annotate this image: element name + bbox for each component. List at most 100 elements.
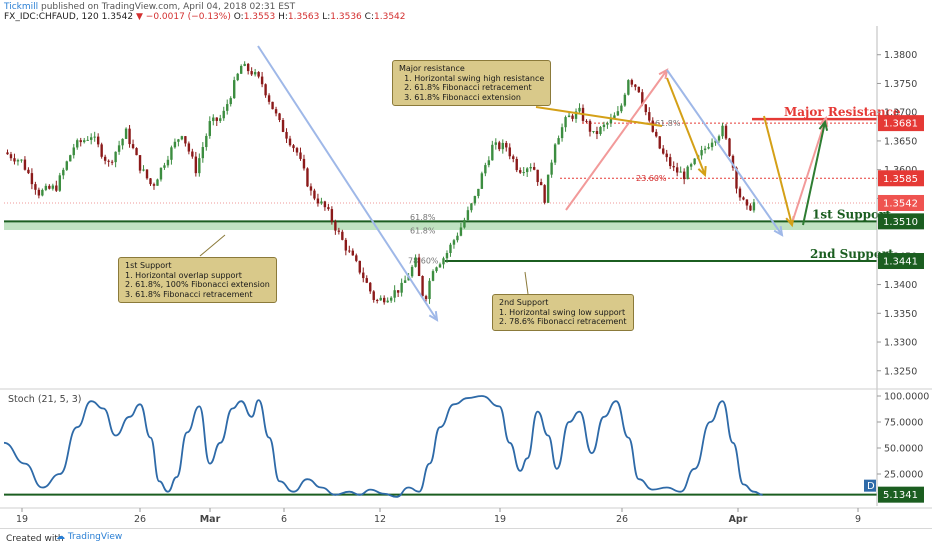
candle-body[interactable] bbox=[417, 257, 421, 277]
candle-body[interactable] bbox=[131, 144, 135, 149]
candle-body[interactable] bbox=[379, 297, 382, 301]
candle-body[interactable] bbox=[149, 178, 152, 185]
candle-body[interactable] bbox=[285, 131, 288, 139]
candle-body[interactable] bbox=[473, 196, 477, 204]
candle-body[interactable] bbox=[166, 159, 170, 166]
candle-body[interactable] bbox=[177, 139, 180, 142]
candle-body[interactable] bbox=[362, 272, 365, 279]
candle-body[interactable] bbox=[648, 112, 651, 121]
candle-body[interactable] bbox=[48, 185, 51, 189]
candle-body[interactable] bbox=[470, 203, 473, 211]
first-support-zone[interactable] bbox=[4, 221, 877, 230]
candle-body[interactable] bbox=[58, 175, 62, 191]
candle-body[interactable] bbox=[229, 98, 232, 105]
candle-body[interactable] bbox=[700, 150, 703, 156]
candle-body[interactable] bbox=[222, 110, 225, 119]
candle-body[interactable] bbox=[494, 142, 498, 145]
candle-body[interactable] bbox=[233, 80, 236, 99]
candle-body[interactable] bbox=[382, 297, 386, 303]
candle-body[interactable] bbox=[69, 155, 72, 162]
candle-body[interactable] bbox=[309, 186, 313, 191]
callout-first-support[interactable]: 1st Support 1. Horizontal overlap suppor… bbox=[118, 257, 277, 303]
candle-body[interactable] bbox=[334, 221, 337, 231]
candle-body[interactable] bbox=[257, 72, 260, 77]
candle-body[interactable] bbox=[682, 171, 686, 180]
candle-body[interactable] bbox=[686, 166, 689, 180]
candle-body[interactable] bbox=[519, 170, 522, 173]
candle-body[interactable] bbox=[571, 115, 574, 119]
gold-arrow-1[interactable] bbox=[666, 77, 707, 178]
candle-body[interactable] bbox=[330, 209, 334, 222]
candle-body[interactable] bbox=[536, 169, 539, 183]
candle-body[interactable] bbox=[288, 138, 292, 146]
candle-body[interactable] bbox=[208, 121, 211, 136]
candle-body[interactable] bbox=[215, 117, 218, 121]
candle-body[interactable] bbox=[592, 131, 595, 133]
stoch-d-badge-bg[interactable] bbox=[864, 479, 876, 492]
up-arrow-projection-green[interactable] bbox=[802, 119, 829, 226]
candle-body[interactable] bbox=[428, 280, 431, 299]
candle-body[interactable] bbox=[271, 101, 274, 110]
candle-body[interactable] bbox=[278, 113, 281, 121]
candle-body[interactable] bbox=[557, 138, 560, 145]
candle-body[interactable] bbox=[274, 109, 278, 114]
candle-body[interactable] bbox=[710, 142, 714, 148]
candle-body[interactable] bbox=[187, 143, 191, 152]
candle-body[interactable] bbox=[302, 158, 306, 169]
candle-body[interactable] bbox=[114, 151, 117, 163]
candle-body[interactable] bbox=[634, 84, 637, 87]
candle-body[interactable] bbox=[442, 258, 445, 265]
candle-body[interactable] bbox=[306, 168, 309, 187]
candle-body[interactable] bbox=[627, 80, 630, 95]
candle-body[interactable] bbox=[163, 165, 166, 168]
candle-body[interactable] bbox=[728, 138, 731, 156]
candle-body[interactable] bbox=[438, 264, 442, 268]
candle-body[interactable] bbox=[13, 158, 16, 162]
callout-second-support[interactable]: 2nd Support 1. Horizontal swing low supp… bbox=[492, 294, 634, 331]
candle-body[interactable] bbox=[414, 257, 417, 267]
candle-body[interactable] bbox=[539, 182, 543, 186]
down-arrow-april[interactable] bbox=[666, 69, 784, 237]
candle-body[interactable] bbox=[644, 104, 647, 113]
candle-body[interactable] bbox=[738, 188, 742, 198]
candle-body[interactable] bbox=[662, 148, 665, 154]
candle-body[interactable] bbox=[707, 147, 710, 149]
candle-body[interactable] bbox=[93, 136, 96, 138]
candle-body[interactable] bbox=[484, 165, 487, 174]
candle-body[interactable] bbox=[421, 276, 424, 297]
candle-body[interactable] bbox=[212, 117, 215, 122]
candle-body[interactable] bbox=[456, 235, 459, 241]
candle-body[interactable] bbox=[515, 158, 518, 171]
candle-body[interactable] bbox=[264, 84, 267, 96]
stoch-line[interactable] bbox=[3, 395, 763, 498]
candle-body[interactable] bbox=[466, 210, 470, 220]
candle-body[interactable] bbox=[348, 250, 351, 252]
candle-body[interactable] bbox=[588, 120, 592, 132]
price-pane[interactable]: 61.8% 61.8% 78.60% 23.60% 61.8% Major Resista… bbox=[4, 45, 901, 322]
candle-body[interactable] bbox=[463, 219, 466, 228]
candle-body[interactable] bbox=[30, 173, 34, 185]
candle-body[interactable] bbox=[23, 159, 27, 170]
candle-body[interactable] bbox=[250, 71, 253, 75]
candle-body[interactable] bbox=[749, 205, 752, 211]
candle-body[interactable] bbox=[396, 290, 400, 293]
candle-body[interactable] bbox=[669, 157, 672, 167]
candle-body[interactable] bbox=[658, 136, 661, 149]
candle-body[interactable] bbox=[689, 164, 693, 167]
candle-body[interactable] bbox=[703, 148, 707, 151]
candle-body[interactable] bbox=[180, 136, 184, 140]
candle-body[interactable] bbox=[27, 169, 30, 174]
candle-body[interactable] bbox=[191, 151, 194, 157]
candle-body[interactable] bbox=[435, 267, 438, 272]
candle-body[interactable] bbox=[110, 161, 114, 163]
candle-body[interactable] bbox=[675, 167, 679, 173]
candle-body[interactable] bbox=[393, 290, 396, 298]
candle-body[interactable] bbox=[96, 136, 100, 145]
candle-body[interactable] bbox=[243, 63, 246, 66]
candle-body[interactable] bbox=[595, 131, 599, 135]
candle-body[interactable] bbox=[564, 117, 567, 128]
candle-body[interactable] bbox=[253, 72, 257, 75]
candle-body[interactable] bbox=[198, 158, 201, 174]
candle-body[interactable] bbox=[107, 160, 110, 162]
candle-body[interactable] bbox=[477, 188, 480, 197]
